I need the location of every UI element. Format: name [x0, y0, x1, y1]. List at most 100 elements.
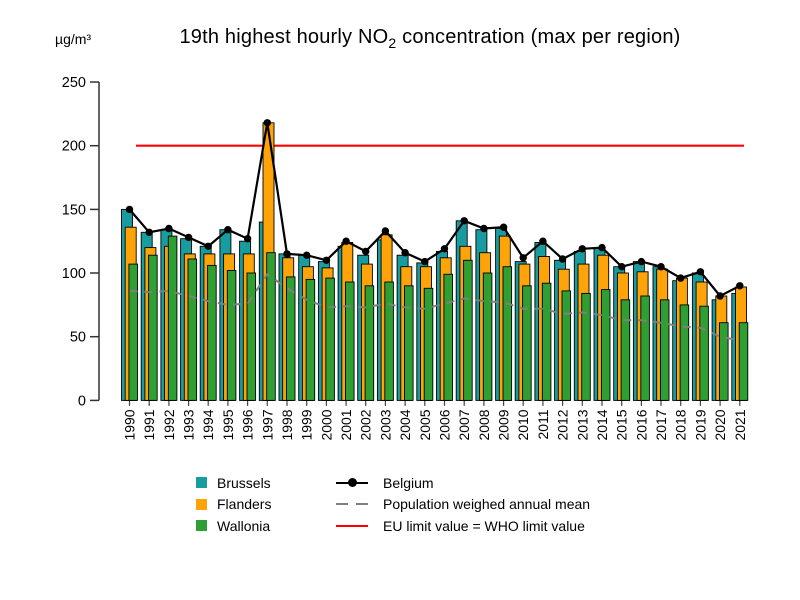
- legend-label: Population weighed annual mean: [383, 496, 591, 513]
- bar-segment: [482, 272, 493, 401]
- x-axis-ticks: [128, 400, 741, 406]
- belgium-point: [322, 256, 331, 264]
- x-tick-label: 2008: [476, 409, 492, 440]
- belgium-point: [243, 235, 252, 243]
- title-suffix: concentration (max per region): [396, 26, 681, 48]
- dashed-line-icon: [336, 498, 368, 510]
- title-text: 19th highest hourly NO: [179, 26, 389, 48]
- bar-segment: [226, 270, 237, 401]
- belgium-point: [519, 254, 527, 262]
- belgium-point: [480, 224, 488, 233]
- x-tick-label: 2016: [633, 409, 649, 440]
- bar-segment: [502, 266, 513, 401]
- belgium-line-icon: [336, 477, 368, 489]
- legend-regions: Brussels Flanders Wallonia: [196, 472, 271, 537]
- flanders-swatch-icon: [196, 498, 207, 510]
- belgium-point: [499, 223, 508, 231]
- x-tick-label: 2012: [555, 409, 571, 440]
- bar-segment: [404, 285, 414, 401]
- belgium-point: [125, 205, 134, 214]
- x-tick-label: 2010: [515, 409, 531, 440]
- x-tick-label: 1997: [259, 409, 275, 440]
- belgium-points: [125, 119, 744, 300]
- belgium-point: [736, 282, 744, 290]
- bar-segment: [384, 281, 394, 401]
- x-tick-label: 1999: [299, 409, 315, 440]
- legend-item-population-mean: Population weighed annual mean: [336, 494, 590, 516]
- belgium-point: [204, 242, 212, 250]
- brussels-swatch-icon: [196, 477, 207, 489]
- bars-wallonia: [128, 235, 749, 401]
- belgium-point: [460, 217, 468, 225]
- limit-line-icon: [336, 520, 368, 532]
- x-tick-label: 2004: [397, 409, 413, 440]
- bar-segment: [285, 276, 296, 401]
- x-tick-label: 1993: [181, 409, 197, 440]
- x-tick-label: 1996: [240, 409, 256, 440]
- bar-segment: [167, 235, 178, 401]
- bar-segment: [345, 281, 355, 401]
- belgium-point: [421, 257, 429, 266]
- x-tick-label: 2021: [732, 409, 748, 440]
- bar-segment: [443, 273, 453, 401]
- bar-segment: [246, 272, 257, 401]
- belgium-point: [598, 243, 606, 252]
- bar-segment: [187, 258, 198, 401]
- bar-segment: [423, 287, 434, 401]
- bar-segment: [148, 254, 158, 401]
- wallonia-swatch-icon: [196, 520, 207, 532]
- belgium-point: [283, 250, 291, 258]
- belgium-point: [401, 249, 409, 257]
- y-tick-label: 150: [62, 202, 86, 218]
- belgium-point: [303, 251, 311, 259]
- legend-item-belgium: Belgium: [336, 472, 590, 494]
- x-tick-label: 1994: [200, 409, 216, 440]
- y-tick-label: 50: [70, 330, 86, 346]
- bar-segment: [640, 295, 650, 401]
- x-tick-label: 2005: [417, 409, 433, 440]
- x-tick-label: 2014: [594, 409, 610, 440]
- legend-label: EU limit value = WHO limit value: [383, 517, 585, 534]
- bar-segment: [364, 285, 375, 401]
- x-tick-label: 2013: [574, 409, 590, 440]
- bar-segment: [600, 289, 611, 401]
- belgium-point: [145, 228, 153, 236]
- x-tick-label: 1992: [161, 409, 177, 440]
- bar-segment: [266, 252, 276, 401]
- legend-lines: Belgium Population weighed annual mean E…: [336, 472, 590, 537]
- belgium-point: [539, 237, 547, 245]
- y-axis: [90, 81, 100, 402]
- y-tick-label: 250: [62, 75, 86, 91]
- legend-label: Wallonia: [217, 517, 271, 534]
- title-subscript: 2: [388, 35, 397, 51]
- belgium-point: [165, 224, 173, 233]
- x-tick-label: 2009: [496, 409, 512, 440]
- belgium-point: [184, 233, 193, 242]
- y-tick-label: 200: [62, 139, 86, 155]
- bar-segment: [581, 292, 591, 401]
- bar-segment: [325, 277, 335, 401]
- bar-segment: [659, 299, 670, 401]
- x-tick-label: 2003: [377, 409, 393, 440]
- x-tick-label: 2007: [456, 409, 472, 440]
- belgium-point: [618, 263, 626, 271]
- belgium-point: [381, 227, 390, 235]
- legend-item-eu-limit: EU limit value = WHO limit value: [336, 515, 590, 537]
- x-tick-label: 2019: [692, 409, 708, 440]
- x-tick-label: 1998: [279, 409, 295, 440]
- legend-item-flanders: Flanders: [196, 494, 271, 516]
- x-tick-label: 2006: [437, 409, 453, 440]
- legend-label: Brussels: [217, 474, 271, 491]
- x-tick-label: 2018: [673, 409, 689, 440]
- bar-segment: [620, 299, 631, 401]
- bar-segment: [738, 322, 749, 401]
- x-tick-label: 2011: [535, 409, 551, 439]
- belgium-point: [362, 247, 370, 256]
- bar-segment: [207, 264, 217, 401]
- y-axis-unit-label: µg/m³: [55, 31, 92, 47]
- belgium-point: [224, 226, 232, 234]
- y-tick-label: 0: [78, 393, 86, 409]
- bar-segment: [699, 305, 709, 401]
- bar-segment: [128, 263, 138, 401]
